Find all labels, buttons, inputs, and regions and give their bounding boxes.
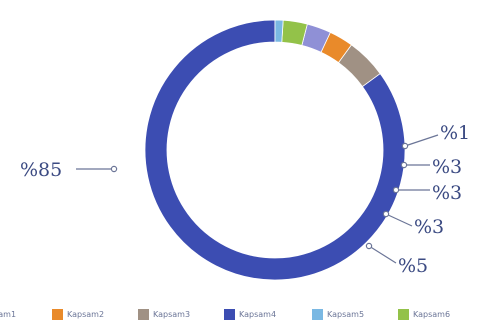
legend-item-3: Kapsam4 xyxy=(224,309,276,320)
legend-label: Kapsam4 xyxy=(239,310,277,319)
legend-label: Kapsam3 xyxy=(153,310,191,319)
leader-line-5 xyxy=(404,134,439,147)
chart-legend: Kapsam1 Kapsam2 Kapsam3 Kapsam4 Kapsam5 Kapsa… xyxy=(0,307,478,323)
leader-dot-5 xyxy=(401,142,409,150)
leader-dot-4 xyxy=(400,161,408,169)
slice-label-1: %5 xyxy=(398,255,428,277)
legend-label: Kapsam2 xyxy=(67,310,105,319)
leader-dot-1 xyxy=(365,242,373,250)
legend-item-4: Kapsam5 xyxy=(312,309,364,320)
slice-labels: %85 %5 %3 %3 %3 %1 xyxy=(20,122,470,277)
legend-label: Kapsam1 xyxy=(0,310,17,319)
leader-dot-0 xyxy=(110,165,118,173)
legend-swatch xyxy=(52,309,63,320)
legend-swatch xyxy=(398,309,409,320)
slice-label-0: %85 xyxy=(20,159,62,181)
legend-item-1: Kapsam2 xyxy=(52,309,104,320)
legend-item-0: Kapsam1 xyxy=(0,309,16,320)
donut-slices xyxy=(144,19,406,281)
leader-line-2 xyxy=(385,213,413,227)
legend-item-5: Kapsam6 xyxy=(398,309,450,320)
legend-label: Kapsam5 xyxy=(327,310,365,319)
leader-dot-2 xyxy=(382,210,390,218)
leader-dot-3 xyxy=(392,186,400,194)
donut-slice-0 xyxy=(144,19,406,281)
donut-slice-5 xyxy=(274,19,284,43)
slice-label-3: %3 xyxy=(432,182,462,204)
legend-label: Kapsam6 xyxy=(413,310,451,319)
leader-line-1 xyxy=(368,245,397,264)
slice-label-4: %3 xyxy=(432,156,462,178)
slice-label-2: %3 xyxy=(414,216,444,238)
slice-label-5: %1 xyxy=(440,122,470,144)
legend-swatch xyxy=(224,309,235,320)
legend-swatch xyxy=(138,309,149,320)
legend-swatch xyxy=(312,309,323,320)
legend-item-2: Kapsam3 xyxy=(138,309,190,320)
